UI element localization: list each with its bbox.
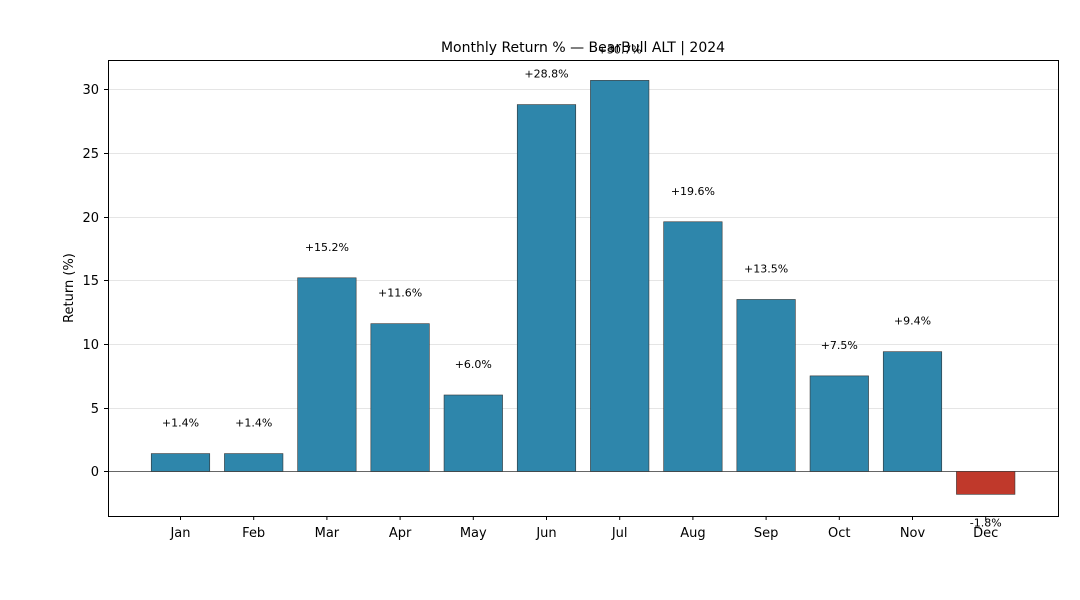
x-tick-label: Apr: [389, 526, 412, 541]
bar-oct: [809, 375, 869, 472]
data-label: -1.8%: [970, 516, 1002, 529]
data-labels: +1.4% +1.4% +15.2% +11.6% +6.0% +28.8% +30.7% +…: [162, 43, 1002, 529]
chart-title: Monthly Return % — BearBull ALT | 2024: [441, 40, 725, 56]
y-tick-label: 25: [82, 147, 99, 162]
bar-feb: [224, 453, 284, 472]
y-tick-label: 15: [82, 274, 99, 289]
data-label: +1.4%: [162, 417, 199, 430]
data-label: +6.0%: [455, 358, 492, 371]
data-label: +19.6%: [671, 185, 715, 198]
bar-dec: [956, 471, 1016, 495]
bar-mar: [297, 277, 357, 472]
plot-frame: [108, 60, 1059, 517]
bar-nov: [882, 351, 943, 472]
data-label: +1.4%: [235, 417, 272, 430]
data-label: +15.2%: [305, 241, 349, 254]
data-label: +11.6%: [378, 287, 422, 300]
x-tick-label: Jan: [169, 526, 190, 541]
x-tick-label: Dec: [973, 526, 998, 541]
y-tick-label: 30: [82, 83, 99, 98]
x-tick-label: Oct: [828, 526, 850, 541]
x-tick-label: Mar: [315, 526, 340, 541]
y-tick-label: 10: [82, 338, 99, 353]
bar-apr: [370, 323, 430, 472]
data-label: +30.7%: [598, 43, 642, 56]
y-tick-label: 5: [91, 402, 99, 417]
y-tick-label: 20: [82, 211, 99, 226]
data-label: +13.5%: [744, 262, 788, 275]
x-tick-label: Nov: [900, 526, 926, 541]
x-tick-label: Sep: [754, 526, 779, 541]
bar-jun: [516, 104, 577, 472]
bar-sep: [736, 299, 796, 472]
data-label: +7.5%: [821, 339, 858, 352]
y-axis-label: Return (%): [62, 253, 77, 323]
x-axis: Jan Feb Mar Apr May Jun Jul Aug Sep Oct Nov Dec: [169, 516, 998, 541]
bar-may: [443, 394, 503, 472]
x-tick-label: May: [460, 526, 487, 541]
y-axis: 0 5 10 15 20 25 30: [82, 83, 108, 480]
x-tick-label: Aug: [680, 526, 705, 541]
y-tick-label: 0: [91, 465, 99, 480]
x-tick-label: Feb: [242, 526, 265, 541]
data-label: +28.8%: [524, 68, 568, 81]
bars: [150, 80, 1016, 495]
bar-aug: [663, 221, 723, 472]
bar-jan: [150, 453, 211, 472]
data-label: +9.4%: [894, 315, 931, 328]
x-tick-label: Jun: [535, 526, 556, 541]
x-tick-label: Jul: [611, 526, 628, 541]
bar-jul: [590, 80, 650, 472]
